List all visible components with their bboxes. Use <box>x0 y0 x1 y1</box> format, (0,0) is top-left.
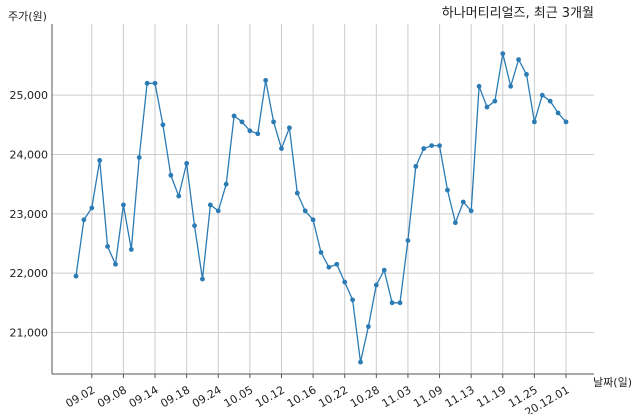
data-point <box>271 119 276 125</box>
data-point <box>366 324 371 329</box>
x-tick-label: 09.02 <box>64 383 98 410</box>
data-point <box>563 119 569 125</box>
data-point <box>184 161 190 166</box>
data-point <box>334 261 340 267</box>
data-point <box>255 131 261 137</box>
y-tick-label: 23,000 <box>10 208 49 221</box>
data-point <box>231 113 237 119</box>
data-point <box>318 249 324 255</box>
data-point <box>263 77 269 83</box>
data-point <box>286 125 292 131</box>
data-point <box>358 359 363 365</box>
chart-title: 하나머티리얼즈, 최근 3개월 <box>442 6 594 21</box>
data-point <box>136 155 142 160</box>
data-point <box>105 244 111 249</box>
data-point <box>294 190 300 196</box>
data-point <box>500 51 506 57</box>
data-point <box>97 158 103 163</box>
y-tick-label: 24,000 <box>10 149 49 162</box>
data-point <box>445 187 450 193</box>
x-tick-label: 11.03 <box>380 383 414 410</box>
y-tick-label: 25,000 <box>10 89 49 102</box>
data-point <box>326 264 332 270</box>
series-point-layer <box>73 51 569 365</box>
data-point <box>389 300 395 306</box>
data-point <box>413 163 419 169</box>
x-tick-label: 09.08 <box>95 383 129 410</box>
data-point <box>468 208 474 214</box>
data-point <box>207 202 213 208</box>
data-point <box>476 83 482 89</box>
x-tick-label: 09.18 <box>158 383 192 410</box>
data-point <box>381 267 387 273</box>
x-tick-label: 10.12 <box>253 383 287 410</box>
data-point <box>437 143 442 149</box>
data-point <box>373 282 379 288</box>
data-point <box>152 80 158 86</box>
data-point <box>484 104 490 110</box>
x-tick-label: 11.09 <box>411 383 445 410</box>
x-axis-title: 날짜(일) <box>593 375 632 389</box>
data-point <box>223 181 229 187</box>
x-tick-label: 11.13 <box>443 383 477 410</box>
y-tick-label: 21,000 <box>10 326 49 339</box>
x-tick-label: 10.22 <box>316 383 350 410</box>
data-point <box>81 217 87 223</box>
data-point <box>73 273 79 279</box>
data-point <box>128 247 134 252</box>
series-line <box>75 53 567 363</box>
data-point <box>176 193 182 199</box>
data-point <box>121 202 126 208</box>
x-tick-label: 09.24 <box>190 383 224 410</box>
x-tick-label: 10.28 <box>348 383 382 410</box>
y-tick-label: 22,000 <box>10 267 49 280</box>
data-point <box>539 92 545 98</box>
data-point <box>160 122 166 128</box>
data-point <box>460 199 466 205</box>
data-point <box>516 57 521 62</box>
data-point <box>429 143 435 149</box>
x-tick-label: 10.16 <box>285 383 319 410</box>
data-point <box>452 220 458 226</box>
x-tick-label: 10.05 <box>222 383 256 410</box>
grid-layer <box>52 24 594 374</box>
data-point <box>239 119 245 125</box>
data-point <box>192 223 197 229</box>
data-point <box>405 238 411 243</box>
data-point <box>492 98 498 104</box>
data-point <box>350 297 356 303</box>
data-point <box>547 98 553 104</box>
data-point <box>555 110 561 116</box>
data-point <box>302 208 308 214</box>
x-tick-label: 09.14 <box>127 383 161 410</box>
data-point <box>524 72 529 77</box>
data-point <box>310 217 316 223</box>
data-point <box>144 80 150 86</box>
data-point <box>168 172 174 178</box>
data-point <box>279 146 284 151</box>
data-point <box>247 128 253 134</box>
y-axis-title: 주가(원) <box>8 10 47 23</box>
data-point <box>397 300 403 306</box>
x-tick-label: 11.19 <box>474 383 508 410</box>
data-point <box>89 205 95 211</box>
data-point <box>508 83 514 89</box>
data-point <box>113 261 118 267</box>
data-point <box>531 119 537 125</box>
data-point <box>342 279 348 285</box>
series-line-layer <box>75 53 567 363</box>
axis-layer <box>51 24 594 378</box>
data-point <box>421 146 427 151</box>
data-point <box>215 208 221 214</box>
data-point <box>200 276 205 282</box>
